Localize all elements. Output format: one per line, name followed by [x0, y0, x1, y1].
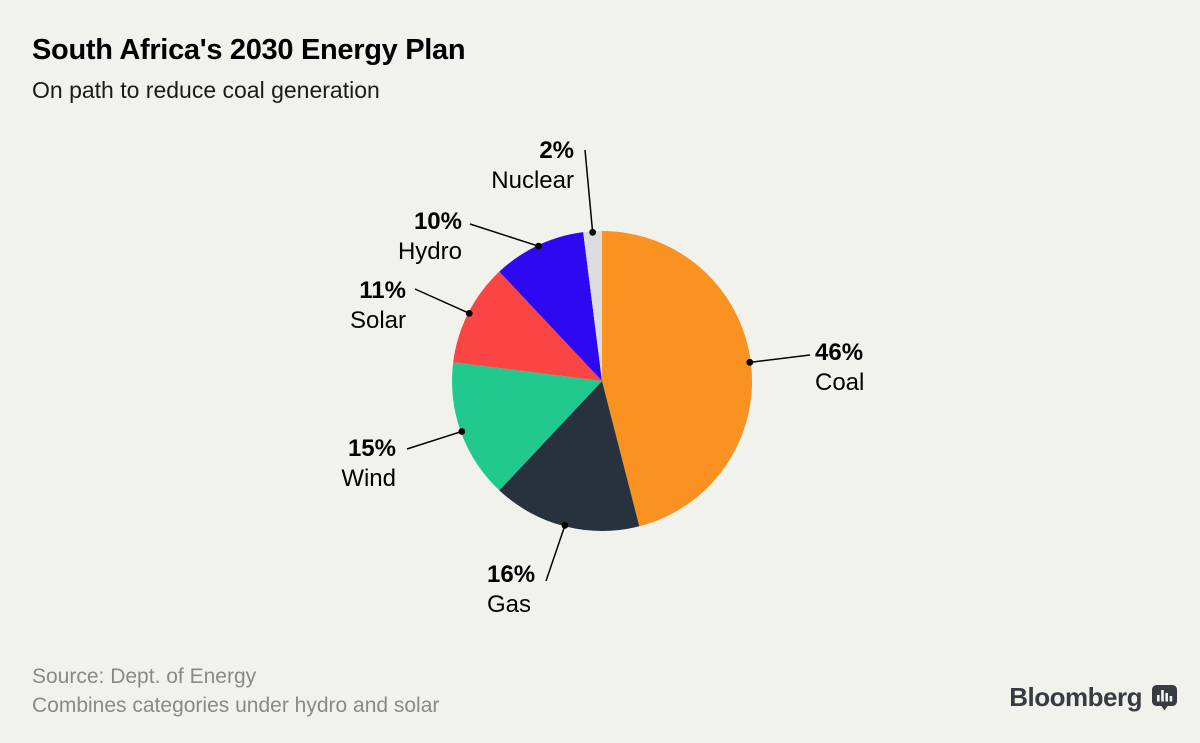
slice-name-wind: Wind	[341, 465, 396, 492]
leader-line-gas	[545, 525, 566, 582]
slice-label-nuclear: 2% Nuclear	[491, 136, 574, 196]
slice-percent-hydro: 10%	[413, 208, 462, 235]
slice-name-solar: Solar	[349, 307, 406, 334]
leader-line-nuclear	[584, 149, 594, 233]
slice-name-gas: Gas	[487, 591, 532, 618]
pie-slice-coal	[602, 231, 753, 527]
footer-notes: Source: Dept. of Energy Combines categor…	[32, 662, 439, 720]
slice-percent-coal: 46%	[815, 339, 864, 366]
leader-line-wind	[406, 430, 463, 450]
leader-line-coal	[749, 354, 811, 364]
page-title: South Africa's 2030 Energy Plan	[32, 34, 466, 66]
pie-slice-wind	[451, 362, 602, 491]
slice-percent-nuclear: 2%	[539, 137, 574, 164]
leader-dot-solar	[465, 309, 473, 317]
pie-slice-nuclear	[583, 230, 602, 381]
slice-percent-gas: 16%	[487, 561, 536, 588]
bloomberg-logo: Bloomberg	[1009, 682, 1178, 713]
slice-label-hydro: 10% Hydro	[398, 207, 462, 267]
leader-dot-wind	[458, 428, 466, 435]
leader-line-hydro	[469, 223, 539, 247]
leader-dot-gas	[561, 521, 569, 529]
leader-line-solar	[414, 288, 470, 315]
pie-slice-solar	[453, 271, 602, 381]
bloomberg-wordmark: Bloomberg	[1009, 682, 1142, 712]
page-subtitle: On path to reduce coal generation	[32, 77, 380, 103]
pie-slice-gas	[499, 381, 640, 532]
source-line: Source: Dept. of Energy	[32, 665, 257, 688]
leader-dot-coal	[746, 358, 754, 366]
leader-dot-nuclear	[589, 228, 597, 236]
slice-label-solar: 11% Solar	[350, 276, 406, 336]
slice-name-nuclear: Nuclear	[491, 167, 574, 194]
slice-name-hydro: Hydro	[397, 238, 462, 265]
slice-name-coal: Coal	[815, 369, 865, 396]
slice-percent-wind: 15%	[347, 435, 396, 462]
slice-label-wind: 15% Wind	[341, 434, 396, 494]
slice-label-gas: 16% Gas	[487, 560, 535, 620]
slice-label-coal: 46% Coal	[815, 338, 864, 398]
bloomberg-chart-bubble-icon	[1152, 684, 1177, 710]
leader-dot-hydro	[535, 242, 542, 250]
note-line: Combines categories under hydro and sola…	[32, 694, 440, 717]
pie-slice-hydro	[499, 232, 602, 381]
slice-percent-solar: 11%	[359, 277, 406, 304]
